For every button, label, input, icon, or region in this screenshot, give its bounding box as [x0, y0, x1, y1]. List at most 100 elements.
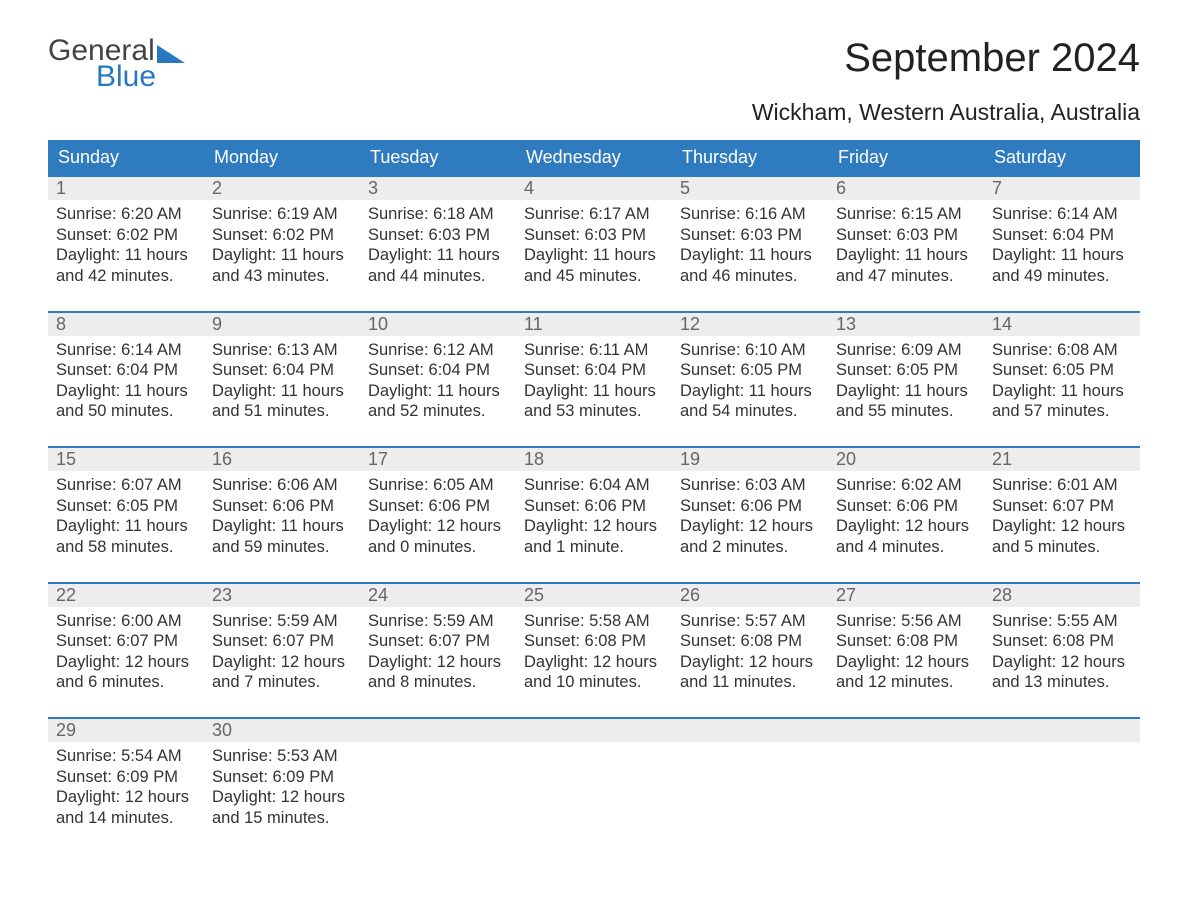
day-cell: Sunrise: 6:02 AMSunset: 6:06 PMDaylight:…	[828, 471, 984, 568]
dow-saturday: Saturday	[984, 140, 1140, 175]
calendar: Sunday Monday Tuesday Wednesday Thursday…	[48, 140, 1140, 839]
sunset-line: Sunset: 6:04 PM	[56, 360, 196, 381]
daylight-line: Daylight: 11 hours and 45 minutes.	[524, 245, 664, 286]
day-cell: Sunrise: 6:13 AMSunset: 6:04 PMDaylight:…	[204, 336, 360, 433]
sunset-line: Sunset: 6:03 PM	[524, 225, 664, 246]
sunset-line: Sunset: 6:06 PM	[680, 496, 820, 517]
sunset-line: Sunset: 6:09 PM	[212, 767, 352, 788]
daylight-line: Daylight: 11 hours and 57 minutes.	[992, 381, 1132, 422]
day-number: 20	[828, 448, 984, 471]
daylight-line: Daylight: 11 hours and 58 minutes.	[56, 516, 196, 557]
day-number	[984, 719, 1140, 742]
sunset-line: Sunset: 6:07 PM	[368, 631, 508, 652]
day-cell: Sunrise: 5:55 AMSunset: 6:08 PMDaylight:…	[984, 607, 1140, 704]
sunset-line: Sunset: 6:02 PM	[56, 225, 196, 246]
daynum-row: 891011121314	[48, 313, 1140, 336]
day-number: 17	[360, 448, 516, 471]
day-number: 28	[984, 584, 1140, 607]
sunrise-line: Sunrise: 6:12 AM	[368, 340, 508, 361]
logo: General Blue	[48, 36, 185, 92]
sunset-line: Sunset: 6:05 PM	[992, 360, 1132, 381]
day-cell: Sunrise: 6:14 AMSunset: 6:04 PMDaylight:…	[984, 200, 1140, 297]
sunrise-line: Sunrise: 6:14 AM	[992, 204, 1132, 225]
daylight-line: Daylight: 11 hours and 49 minutes.	[992, 245, 1132, 286]
month-title: September 2024	[752, 36, 1140, 81]
sunrise-line: Sunrise: 6:01 AM	[992, 475, 1132, 496]
day-cell: Sunrise: 6:20 AMSunset: 6:02 PMDaylight:…	[48, 200, 204, 297]
sunrise-line: Sunrise: 6:10 AM	[680, 340, 820, 361]
day-number: 10	[360, 313, 516, 336]
sunset-line: Sunset: 6:07 PM	[992, 496, 1132, 517]
sunset-line: Sunset: 6:06 PM	[368, 496, 508, 517]
daynum-row: 22232425262728	[48, 584, 1140, 607]
day-number: 7	[984, 177, 1140, 200]
daylight-line: Daylight: 12 hours and 4 minutes.	[836, 516, 976, 557]
sunset-line: Sunset: 6:09 PM	[56, 767, 196, 788]
sunset-line: Sunset: 6:04 PM	[992, 225, 1132, 246]
day-number: 25	[516, 584, 672, 607]
day-number: 23	[204, 584, 360, 607]
day-number: 18	[516, 448, 672, 471]
day-cell: Sunrise: 6:03 AMSunset: 6:06 PMDaylight:…	[672, 471, 828, 568]
day-number: 24	[360, 584, 516, 607]
sunset-line: Sunset: 6:05 PM	[836, 360, 976, 381]
day-number: 21	[984, 448, 1140, 471]
daylight-line: Daylight: 12 hours and 15 minutes.	[212, 787, 352, 828]
sunset-line: Sunset: 6:04 PM	[524, 360, 664, 381]
day-cell	[984, 742, 1140, 839]
daylight-line: Daylight: 11 hours and 51 minutes.	[212, 381, 352, 422]
day-cell	[360, 742, 516, 839]
sunrise-line: Sunrise: 5:59 AM	[212, 611, 352, 632]
daylight-line: Daylight: 11 hours and 42 minutes.	[56, 245, 196, 286]
sunset-line: Sunset: 6:06 PM	[836, 496, 976, 517]
dow-thursday: Thursday	[672, 140, 828, 175]
day-cell: Sunrise: 6:12 AMSunset: 6:04 PMDaylight:…	[360, 336, 516, 433]
dow-monday: Monday	[204, 140, 360, 175]
day-cell: Sunrise: 5:54 AMSunset: 6:09 PMDaylight:…	[48, 742, 204, 839]
day-number: 2	[204, 177, 360, 200]
day-number: 30	[204, 719, 360, 742]
day-cell	[672, 742, 828, 839]
daylight-line: Daylight: 12 hours and 11 minutes.	[680, 652, 820, 693]
day-of-week-header: Sunday Monday Tuesday Wednesday Thursday…	[48, 140, 1140, 175]
sunset-line: Sunset: 6:04 PM	[212, 360, 352, 381]
day-number: 22	[48, 584, 204, 607]
sunset-line: Sunset: 6:07 PM	[56, 631, 196, 652]
sunrise-line: Sunrise: 6:08 AM	[992, 340, 1132, 361]
daylight-line: Daylight: 11 hours and 50 minutes.	[56, 381, 196, 422]
day-number: 4	[516, 177, 672, 200]
day-cell: Sunrise: 6:10 AMSunset: 6:05 PMDaylight:…	[672, 336, 828, 433]
day-number: 14	[984, 313, 1140, 336]
sunrise-line: Sunrise: 6:16 AM	[680, 204, 820, 225]
day-number: 16	[204, 448, 360, 471]
sunset-line: Sunset: 6:04 PM	[368, 360, 508, 381]
sunset-line: Sunset: 6:08 PM	[524, 631, 664, 652]
day-number: 29	[48, 719, 204, 742]
day-cell: Sunrise: 6:18 AMSunset: 6:03 PMDaylight:…	[360, 200, 516, 297]
sunrise-line: Sunrise: 6:02 AM	[836, 475, 976, 496]
dow-sunday: Sunday	[48, 140, 204, 175]
calendar-week: 15161718192021Sunrise: 6:07 AMSunset: 6:…	[48, 446, 1140, 568]
sunrise-line: Sunrise: 5:58 AM	[524, 611, 664, 632]
sunset-line: Sunset: 6:05 PM	[680, 360, 820, 381]
sunrise-line: Sunrise: 6:18 AM	[368, 204, 508, 225]
title-block: September 2024 Wickham, Western Australi…	[752, 36, 1140, 126]
header: General Blue September 2024 Wickham, Wes…	[48, 36, 1140, 126]
day-cell: Sunrise: 6:09 AMSunset: 6:05 PMDaylight:…	[828, 336, 984, 433]
daylight-line: Daylight: 11 hours and 59 minutes.	[212, 516, 352, 557]
sunrise-line: Sunrise: 5:56 AM	[836, 611, 976, 632]
sunrise-line: Sunrise: 5:57 AM	[680, 611, 820, 632]
day-cell: Sunrise: 6:16 AMSunset: 6:03 PMDaylight:…	[672, 200, 828, 297]
daylight-line: Daylight: 12 hours and 2 minutes.	[680, 516, 820, 557]
sunrise-line: Sunrise: 6:04 AM	[524, 475, 664, 496]
sunrise-line: Sunrise: 6:15 AM	[836, 204, 976, 225]
daylight-line: Daylight: 11 hours and 44 minutes.	[368, 245, 508, 286]
daylight-line: Daylight: 12 hours and 13 minutes.	[992, 652, 1132, 693]
day-number: 26	[672, 584, 828, 607]
sunset-line: Sunset: 6:06 PM	[524, 496, 664, 517]
day-cell: Sunrise: 5:56 AMSunset: 6:08 PMDaylight:…	[828, 607, 984, 704]
day-cell: Sunrise: 5:59 AMSunset: 6:07 PMDaylight:…	[204, 607, 360, 704]
day-cell: Sunrise: 5:53 AMSunset: 6:09 PMDaylight:…	[204, 742, 360, 839]
sunset-line: Sunset: 6:03 PM	[836, 225, 976, 246]
sunset-line: Sunset: 6:08 PM	[680, 631, 820, 652]
